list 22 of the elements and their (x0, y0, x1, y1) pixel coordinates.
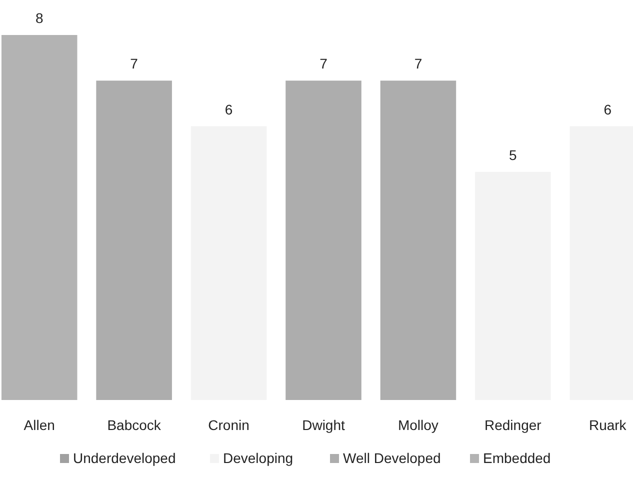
data-label: 6 (224, 101, 233, 118)
legend-label: Underdeveloped (73, 450, 176, 466)
bar (380, 80, 456, 400)
bar (1, 35, 78, 400)
x-tick-label: Molloy (398, 417, 438, 433)
legend-label: Well Developed (343, 450, 441, 466)
data-label: 5 (509, 146, 518, 163)
legend-label: Developing (223, 450, 294, 466)
x-tick-label: Dwight (302, 417, 346, 433)
data-label: 7 (414, 56, 422, 72)
data-label: 7 (320, 56, 328, 72)
data-label: 6 (604, 101, 612, 118)
data-label: 7 (130, 56, 138, 72)
x-tick-label: Allen (24, 417, 55, 433)
bar (286, 80, 362, 400)
x-tick-label: Redinger (484, 417, 542, 433)
bar (96, 80, 172, 400)
x-tick-label: Cronin (208, 417, 250, 433)
x-tick-label: Ruark (588, 417, 628, 433)
legend-label: Embedded (483, 450, 551, 466)
x-tick-label: Babcock (107, 417, 162, 433)
data-label: 8 (35, 10, 44, 26)
